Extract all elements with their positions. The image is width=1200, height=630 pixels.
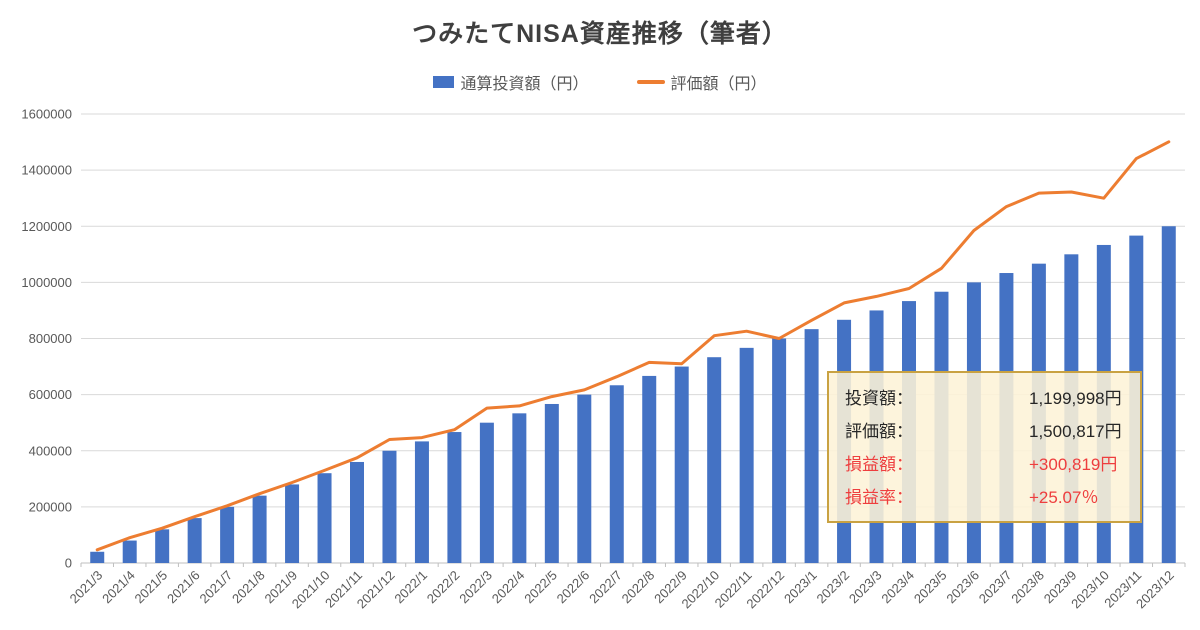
bar-2022/6 bbox=[577, 394, 592, 563]
bar-2022/5 bbox=[544, 403, 559, 563]
bar-2021/12 bbox=[382, 450, 397, 563]
x-axis-label: 2022/6 bbox=[554, 568, 593, 607]
summary-row-value-0: 1,199,998円 bbox=[1029, 389, 1122, 408]
summary-box: 投資額： 1,199,998円評価額： 1,500,817円損益額： +300,819… bbox=[827, 371, 1142, 523]
bar-2022/7 bbox=[609, 385, 624, 563]
legend-item-valuation: 評価額（円） bbox=[636, 70, 767, 94]
bar-2022/11 bbox=[739, 347, 754, 563]
x-axis-label: 2021/8 bbox=[229, 568, 268, 607]
bar-2022/1 bbox=[414, 441, 429, 563]
x-axis-label: 2021/6 bbox=[164, 568, 203, 607]
x-axis-label: 2021/5 bbox=[132, 568, 171, 607]
x-axis-label: 2023/2 bbox=[813, 568, 852, 607]
summary-row-label-2: 損益額： bbox=[845, 455, 913, 474]
x-axis-label: 2021/4 bbox=[99, 568, 138, 607]
y-axis-label: 1200000 bbox=[21, 219, 72, 234]
bar-2021/7 bbox=[220, 506, 235, 563]
legend-item-investment: 通算投資額（円） bbox=[433, 70, 589, 94]
x-axis-label: 2023/5 bbox=[911, 568, 950, 607]
bar-2022/10 bbox=[707, 357, 722, 563]
bar-2021/6 bbox=[187, 518, 202, 563]
summary-row-label-3: 損益率： bbox=[845, 488, 913, 507]
bar-2021/11 bbox=[350, 461, 364, 563]
legend-label-investment: 通算投資額（円） bbox=[460, 76, 589, 93]
x-axis-label: 2022/5 bbox=[521, 568, 560, 607]
bar-2021/10 bbox=[317, 473, 332, 563]
x-axis-label: 2023/3 bbox=[846, 568, 885, 607]
x-axis-label: 2023/1 bbox=[781, 568, 820, 607]
bar-2021/8 bbox=[252, 495, 267, 563]
bar-2022/4 bbox=[512, 413, 527, 563]
legend-line-swatch-icon bbox=[636, 80, 665, 84]
x-axis-label: 2022/4 bbox=[489, 568, 528, 607]
chart-title: つみたてNISA資産推移（筆者） bbox=[412, 20, 788, 48]
x-axis-label: 2021/3 bbox=[67, 568, 106, 607]
summary-row-value-2: +300,819円 bbox=[1029, 455, 1118, 474]
summary-row-label-1: 評価額： bbox=[845, 422, 913, 441]
y-axis-label: 400000 bbox=[29, 443, 72, 458]
bar-2022/12 bbox=[772, 338, 787, 563]
bar-2021/5 bbox=[155, 529, 170, 563]
y-axis-label: 1600000 bbox=[21, 107, 72, 122]
x-axis-label: 2022/7 bbox=[586, 568, 625, 607]
x-axis-label: 2022/3 bbox=[456, 568, 495, 607]
summary-row-value-1: 1,500,817円 bbox=[1029, 422, 1122, 441]
x-axis-label: 2023/4 bbox=[878, 568, 917, 607]
bar-2021/4 bbox=[122, 540, 137, 563]
x-axis-label: 2021/7 bbox=[197, 568, 236, 607]
bar-2021/9 bbox=[285, 484, 300, 563]
legend-bar-swatch-icon bbox=[433, 76, 455, 88]
x-axis-label: 2022/8 bbox=[619, 568, 658, 607]
bar-2022/8 bbox=[642, 375, 657, 563]
y-axis-label: 800000 bbox=[29, 331, 72, 346]
bar-2023/12 bbox=[1161, 226, 1176, 564]
chart-legend: 通算投資額（円） 評価額（円） bbox=[0, 70, 1200, 94]
y-axis-label: 600000 bbox=[29, 387, 72, 402]
legend-label-valuation: 評価額（円） bbox=[670, 76, 767, 93]
bar-2021/3 bbox=[90, 551, 105, 563]
summary-row-value-3: +25.07％ bbox=[1029, 488, 1099, 507]
y-axis-label: 200000 bbox=[29, 499, 72, 514]
x-axis-label: 2023/6 bbox=[943, 568, 982, 607]
summary-row-label-0: 投資額： bbox=[845, 389, 913, 408]
y-axis-label: 0 bbox=[65, 556, 72, 571]
bar-2023/1 bbox=[804, 329, 819, 563]
x-axis-label: 2022/2 bbox=[424, 568, 463, 607]
x-axis-label: 2022/1 bbox=[391, 568, 430, 607]
valuation-line bbox=[95, 140, 1171, 552]
y-axis-label: 1400000 bbox=[21, 163, 72, 178]
bar-2022/9 bbox=[674, 366, 689, 563]
x-axis-label: 2023/8 bbox=[1008, 568, 1047, 607]
bar-2022/2 bbox=[447, 432, 462, 563]
bar-2022/3 bbox=[479, 422, 494, 563]
x-axis-label: 2023/7 bbox=[976, 568, 1015, 607]
y-axis-label: 1000000 bbox=[21, 275, 72, 290]
